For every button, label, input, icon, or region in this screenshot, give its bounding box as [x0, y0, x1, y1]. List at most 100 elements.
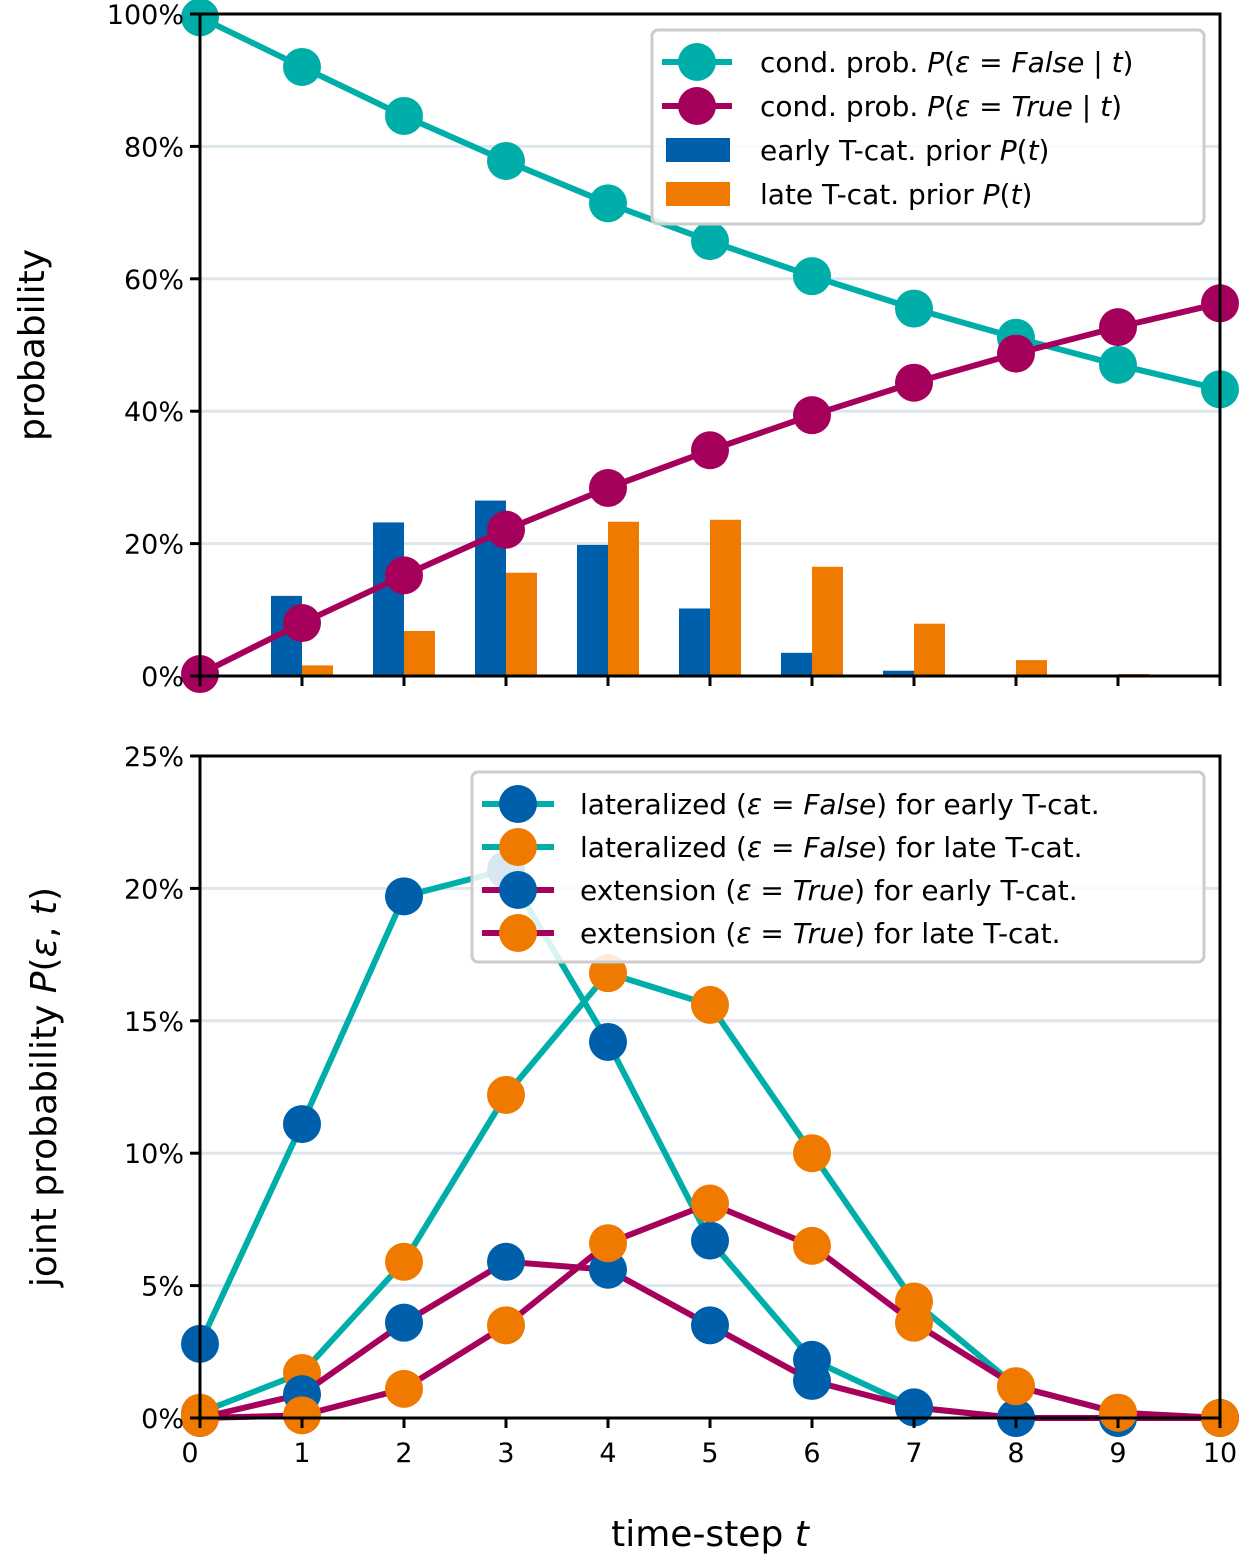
- bottom-chart: 0% 5% 10% 15% 20% 25% 0 1 2 3 4 5 6 7 8 9 10 joint proba…: [24, 742, 1239, 1555]
- x-tick-label: 5: [701, 1438, 718, 1469]
- legend-label: lateralized (ε = False) for late T-cat.: [580, 831, 1083, 864]
- data-point: [487, 141, 525, 180]
- legend-box: [650, 28, 1206, 226]
- bottom-ticks: 0% 5% 10% 15% 20% 25% 0 1 2 3 4 5 6 7 8 9 10: [124, 742, 1237, 1469]
- data-point: [793, 396, 831, 435]
- y-tick-label: 20%: [124, 530, 184, 561]
- data-point: [895, 363, 933, 402]
- legend-label: late T-cat. prior P(t): [760, 178, 1032, 211]
- data-point: [487, 510, 525, 549]
- data-point: [793, 1134, 831, 1173]
- data-point: [385, 1242, 423, 1281]
- bar: [506, 572, 537, 676]
- data-point: [691, 1221, 729, 1260]
- data-point: [487, 1306, 525, 1345]
- y-tick-label: 100%: [107, 0, 184, 31]
- x-tick-label: 3: [497, 1438, 514, 1469]
- legend-label: cond. prob. P(ε = True | t): [760, 90, 1122, 123]
- legend-label: cond. prob. P(ε = False | t): [760, 46, 1133, 79]
- x-tick-label: 6: [803, 1438, 820, 1469]
- data-point: [283, 47, 321, 86]
- data-point: [385, 556, 423, 595]
- top-legend: cond. prob. P(ε = False | t) cond. prob. …: [650, 28, 1206, 226]
- data-point: [895, 289, 933, 328]
- y-tick-label: 80%: [124, 132, 184, 163]
- legend-box: [470, 770, 1206, 964]
- data-point: [589, 954, 627, 993]
- legend-label: early T-cat. prior P(t): [760, 134, 1049, 167]
- legend-marker: [499, 871, 537, 909]
- data-point: [283, 1396, 321, 1435]
- legend-marker: [678, 43, 716, 81]
- x-tick-label: 7: [905, 1438, 922, 1469]
- y-tick-label: 15%: [124, 1007, 184, 1038]
- bar: [577, 544, 608, 676]
- bar: [302, 665, 333, 676]
- top-chart: 0% 20% 40% 60% 80% 100% probability cond. pro…: [12, 0, 1239, 694]
- legend-marker: [499, 914, 537, 952]
- data-point: [1099, 308, 1137, 347]
- bar: [710, 519, 741, 676]
- data-point: [997, 334, 1035, 373]
- data-point: [589, 468, 627, 507]
- bar: [883, 670, 914, 676]
- bottom-legend: lateralized (ε = False) for early T-cat.…: [470, 770, 1206, 964]
- data-point: [691, 431, 729, 470]
- data-point: [385, 1303, 423, 1342]
- top-lines: [181, 0, 1239, 694]
- y-tick-label: 60%: [124, 265, 184, 296]
- data-point: [691, 222, 729, 261]
- data-point: [589, 184, 627, 223]
- x-tick-label: 10: [1203, 1438, 1237, 1469]
- bottom-plot-frame: [198, 754, 1222, 1420]
- y-tick-label: 5%: [141, 1272, 184, 1303]
- legend-swatch: [666, 138, 730, 162]
- bar: [608, 521, 639, 676]
- x-tick-label: 1: [293, 1438, 310, 1469]
- bar: [679, 608, 710, 676]
- bar: [1016, 660, 1047, 676]
- y-tick-label: 25%: [124, 742, 184, 773]
- data-point: [691, 1184, 729, 1223]
- data-point: [793, 1361, 831, 1400]
- x-tick-label: 4: [599, 1438, 616, 1469]
- x-tick-label: 9: [1109, 1438, 1126, 1469]
- legend-marker: [499, 828, 537, 866]
- y-tick-label: 40%: [124, 397, 184, 428]
- data-point: [691, 985, 729, 1024]
- legend-swatch: [666, 182, 730, 206]
- legend-label: lateralized (ε = False) for early T-cat.: [580, 788, 1100, 821]
- x-tick-label: 8: [1007, 1438, 1024, 1469]
- data-point: [997, 1367, 1035, 1406]
- data-point: [691, 1306, 729, 1345]
- bar: [373, 522, 404, 676]
- top-plot-frame: [198, 12, 1222, 678]
- data-point: [793, 1226, 831, 1265]
- data-point: [589, 1250, 627, 1289]
- y-tick-label: 0%: [141, 662, 184, 693]
- x-tick-label: 0: [181, 1438, 198, 1469]
- data-point: [589, 1022, 627, 1061]
- data-point: [385, 96, 423, 135]
- bar: [914, 623, 945, 676]
- y-tick-label: 20%: [124, 874, 184, 905]
- data-point: [385, 877, 423, 916]
- bottom-y-axis-label: joint probability P(ε, t): [24, 887, 65, 1288]
- legend-marker: [678, 87, 716, 125]
- top-y-ticks: 0% 20% 40% 60% 80% 100%: [107, 0, 1222, 693]
- bar: [781, 652, 812, 676]
- top-y-axis-label: probability: [12, 249, 53, 441]
- data-point: [589, 1224, 627, 1263]
- legend-marker: [499, 785, 537, 823]
- x-tick-label: 2: [395, 1438, 412, 1469]
- y-tick-label: 0%: [141, 1404, 184, 1435]
- bar: [812, 566, 843, 676]
- y-tick-label: 10%: [124, 1139, 184, 1170]
- data-point: [385, 1369, 423, 1408]
- data-point: [283, 1105, 321, 1144]
- data-point: [487, 1242, 525, 1281]
- data-point: [1099, 345, 1137, 384]
- data-point: [283, 604, 321, 643]
- data-point: [793, 257, 831, 296]
